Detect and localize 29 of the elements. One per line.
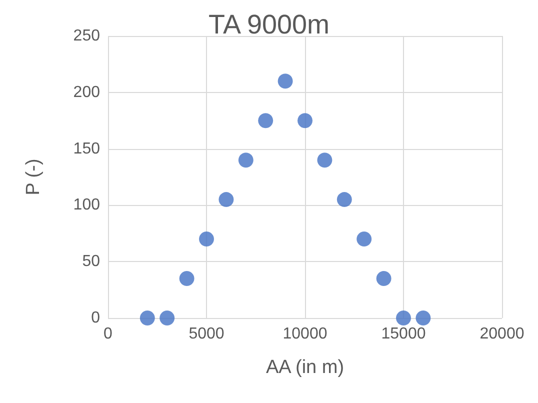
point <box>336 192 352 208</box>
point <box>258 113 274 128</box>
x-tick-label: 10000 <box>282 326 328 342</box>
point <box>396 310 411 326</box>
point <box>416 310 431 326</box>
y-tick-label: 0 <box>91 310 100 326</box>
point <box>238 152 254 168</box>
point <box>317 152 332 168</box>
point <box>218 192 234 208</box>
x-tick-label: 15000 <box>381 326 426 342</box>
x-tick-label: 20000 <box>480 326 524 342</box>
point <box>179 271 194 286</box>
point <box>140 310 155 326</box>
point <box>278 74 293 89</box>
x-tick-label: 0 <box>104 326 113 342</box>
point <box>160 310 175 326</box>
point <box>376 271 392 286</box>
y-tick-label: 150 <box>73 140 100 158</box>
y-tick-label: 100 <box>73 196 100 214</box>
point <box>356 232 372 247</box>
y-tick-label: 200 <box>73 84 100 101</box>
y-axis-title: P (-) <box>23 158 44 196</box>
point <box>199 232 214 247</box>
chart-title: TA 9000m <box>208 10 330 40</box>
y-tick-label: 250 <box>73 28 100 44</box>
point <box>298 113 312 128</box>
y-tick-label: 50 <box>82 253 100 270</box>
x-tick-label: 5000 <box>188 326 224 342</box>
x-axis-title: AA (in m) <box>266 357 344 378</box>
